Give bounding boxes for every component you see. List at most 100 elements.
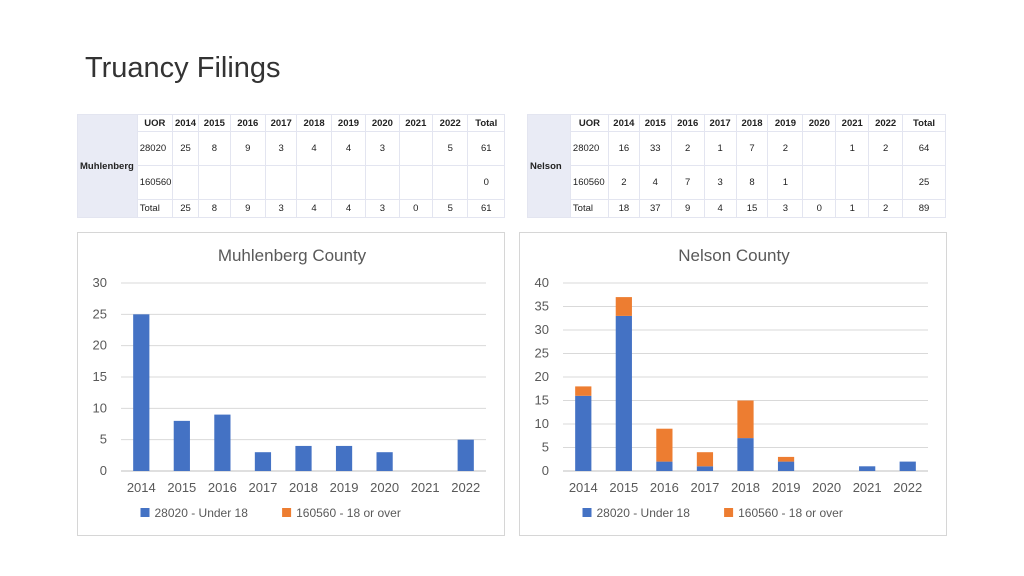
y-tick-label: 15 bbox=[535, 393, 549, 408]
bar-2019-28020 bbox=[777, 461, 795, 471]
table-cell: 9 bbox=[229, 131, 266, 166]
table-cell bbox=[868, 165, 904, 200]
table-cell: 25 bbox=[171, 199, 200, 218]
nelson-chart: Nelson County 0 5 10 15 20 25 30 35 40 2014 2015 201… bbox=[519, 232, 947, 536]
chart-title: Muhlenberg County bbox=[218, 246, 367, 265]
table-cell bbox=[802, 165, 837, 200]
header-cell: 2014 bbox=[171, 114, 200, 132]
header-cell: UOR bbox=[136, 114, 173, 132]
bar-2017-28020 bbox=[696, 466, 714, 471]
bar-2019-28020 bbox=[335, 445, 353, 471]
table-cell: 5 bbox=[432, 131, 469, 166]
table-cell: 160560 bbox=[569, 165, 609, 200]
bar-2016-28020 bbox=[214, 414, 231, 471]
table-cell: 8 bbox=[198, 199, 231, 218]
bar-2021-28020 bbox=[859, 466, 876, 471]
table-cell: 61 bbox=[467, 199, 505, 218]
table-cell: 4 bbox=[296, 199, 332, 218]
legend-label: 160560 - 18 or over bbox=[296, 506, 401, 520]
legend-label: 28020 - Under 18 bbox=[597, 506, 691, 520]
table-cell: 4 bbox=[296, 131, 332, 166]
table-cell bbox=[398, 131, 434, 166]
table-cell: 4 bbox=[330, 199, 367, 218]
bar-2014-160560 bbox=[575, 386, 592, 396]
x-tick-label: 2021 bbox=[853, 480, 882, 495]
y-tick-label: 30 bbox=[93, 275, 107, 290]
header-cell: UOR bbox=[569, 114, 609, 132]
table-cell: 2 bbox=[607, 165, 640, 200]
county-label: Muhlenberg bbox=[77, 114, 138, 218]
x-tick-label: 2019 bbox=[772, 480, 801, 495]
x-tick-label: 2017 bbox=[248, 480, 277, 495]
muhlenberg-chart: Muhlenberg County 0 5 10 15 20 25 30 2014 2015 201… bbox=[77, 232, 505, 536]
legend-swatch bbox=[140, 508, 150, 517]
table-cell: 4 bbox=[330, 131, 367, 166]
y-tick-label: 20 bbox=[535, 369, 549, 384]
x-tick-label: 2018 bbox=[731, 480, 760, 495]
table-cell: 160560 bbox=[136, 165, 173, 200]
table-cell: 3 bbox=[703, 165, 737, 200]
slide-title: Truancy Filings bbox=[85, 52, 281, 84]
table-row: 28020 25 8 9 3 4 4 3 5 61 bbox=[78, 131, 505, 166]
table-cell bbox=[802, 131, 837, 166]
y-tick-label: 10 bbox=[535, 416, 549, 431]
table-cell bbox=[229, 165, 266, 200]
header-cell: 2017 bbox=[264, 114, 298, 132]
muhlenberg-table: Muhlenberg UOR 2014 2015 2016 2017 2018 … bbox=[77, 114, 505, 218]
bar-2016-28020 bbox=[656, 461, 673, 471]
header-cell: 2017 bbox=[703, 114, 737, 132]
legend-swatch bbox=[724, 508, 734, 517]
bar-2015-28020 bbox=[615, 315, 632, 471]
table-row: 28020 16 33 2 1 7 2 1 2 64 bbox=[528, 131, 946, 166]
x-tick-label: 2018 bbox=[289, 480, 318, 495]
table-cell bbox=[432, 165, 469, 200]
y-tick-label: 40 bbox=[535, 275, 549, 290]
header-cell: 2020 bbox=[365, 114, 400, 132]
table-cell: 28020 bbox=[136, 131, 173, 166]
table-cell: 25 bbox=[902, 165, 946, 200]
table-cell: 1 bbox=[703, 131, 737, 166]
table-cell: 3 bbox=[264, 131, 298, 166]
y-tick-label: 25 bbox=[93, 306, 107, 321]
table-cell bbox=[398, 165, 434, 200]
table-cell: 1 bbox=[835, 199, 870, 218]
bar-2014-28020 bbox=[575, 395, 592, 471]
x-tick-label: 2020 bbox=[812, 480, 841, 495]
table-cell: Total bbox=[569, 199, 609, 218]
x-tick-label: 2016 bbox=[650, 480, 679, 495]
table-cell: 28020 bbox=[569, 131, 609, 166]
header-cell: 2016 bbox=[670, 114, 705, 132]
table-cell: 61 bbox=[467, 131, 505, 166]
bar-2018-28020 bbox=[737, 438, 754, 471]
table-cell: 89 bbox=[902, 199, 946, 218]
table-row: Total 18 37 9 4 15 3 0 1 2 89 bbox=[528, 199, 946, 218]
y-tick-label: 10 bbox=[93, 400, 107, 415]
header-cell: 2019 bbox=[767, 114, 804, 132]
table-cell: 3 bbox=[365, 131, 400, 166]
table-cell bbox=[365, 165, 400, 200]
bar-2022-28020 bbox=[899, 461, 916, 471]
table-cell: 3 bbox=[365, 199, 400, 218]
y-tick-label: 35 bbox=[535, 299, 549, 314]
bar-2018-28020 bbox=[295, 445, 312, 471]
table-cell bbox=[296, 165, 332, 200]
table-cell: 15 bbox=[735, 199, 769, 218]
table-row: 160560 0 bbox=[78, 165, 505, 200]
table-cell: 33 bbox=[638, 131, 672, 166]
table-cell: 1 bbox=[767, 165, 804, 200]
header-cell: Total bbox=[467, 114, 505, 132]
x-tick-label: 2014 bbox=[127, 480, 156, 495]
table-cell: 2 bbox=[868, 131, 904, 166]
legend-label: 28020 - Under 18 bbox=[155, 506, 249, 520]
x-tick-label: 2014 bbox=[569, 480, 598, 495]
header-cell: 2015 bbox=[198, 114, 231, 132]
table-cell: 9 bbox=[229, 199, 266, 218]
y-tick-label: 30 bbox=[535, 322, 549, 337]
table-cell: 8 bbox=[735, 165, 769, 200]
table-cell: 0 bbox=[398, 199, 434, 218]
table-cell bbox=[198, 165, 231, 200]
x-tick-label: 2020 bbox=[370, 480, 399, 495]
bar-2015-28020 bbox=[173, 420, 190, 471]
y-tick-label: 5 bbox=[542, 440, 549, 455]
header-cell: 2019 bbox=[330, 114, 367, 132]
